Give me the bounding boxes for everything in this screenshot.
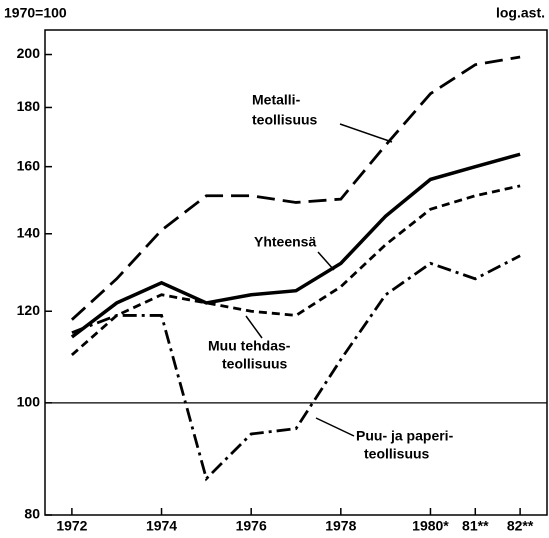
y-tick-label: 100 <box>17 394 41 410</box>
base-label: 1970=100 <box>4 5 67 21</box>
y-tick-label: 180 <box>17 98 41 114</box>
x-tick-label: 1974 <box>146 518 177 534</box>
annotation: teollisuus <box>222 356 288 372</box>
scale-label: log.ast. <box>496 5 545 21</box>
annotation: teollisuus <box>364 446 430 462</box>
annotation: teollisuus <box>252 112 318 128</box>
x-tick-label: 1976 <box>236 518 267 534</box>
leader-line <box>245 315 263 339</box>
annotation: Muu tehdas- <box>208 338 291 354</box>
y-tick-label: 120 <box>17 302 41 318</box>
y-tick-label: 80 <box>24 506 40 522</box>
x-tick-label: 1980* <box>412 518 449 534</box>
x-tick-label: 81** <box>462 518 489 534</box>
annotation: Yhteensä <box>254 234 316 250</box>
series-line <box>70 55 521 321</box>
series-line <box>70 184 521 357</box>
annotation: Metalli- <box>252 92 301 108</box>
x-tick-label: 1978 <box>325 518 356 534</box>
leader-line <box>317 251 335 271</box>
plot-frame <box>44 29 548 516</box>
annotation: Puu- ja paperi- <box>356 428 454 444</box>
x-tick-label: 82** <box>507 518 534 534</box>
series-line <box>70 152 521 339</box>
y-tick-label: 140 <box>17 224 41 240</box>
leader-line <box>315 417 355 437</box>
x-tick-label: 1972 <box>56 518 87 534</box>
y-tick-label: 160 <box>17 157 41 173</box>
y-tick-label: 200 <box>17 45 41 61</box>
leader-line <box>339 123 393 143</box>
series-line <box>71 254 521 482</box>
